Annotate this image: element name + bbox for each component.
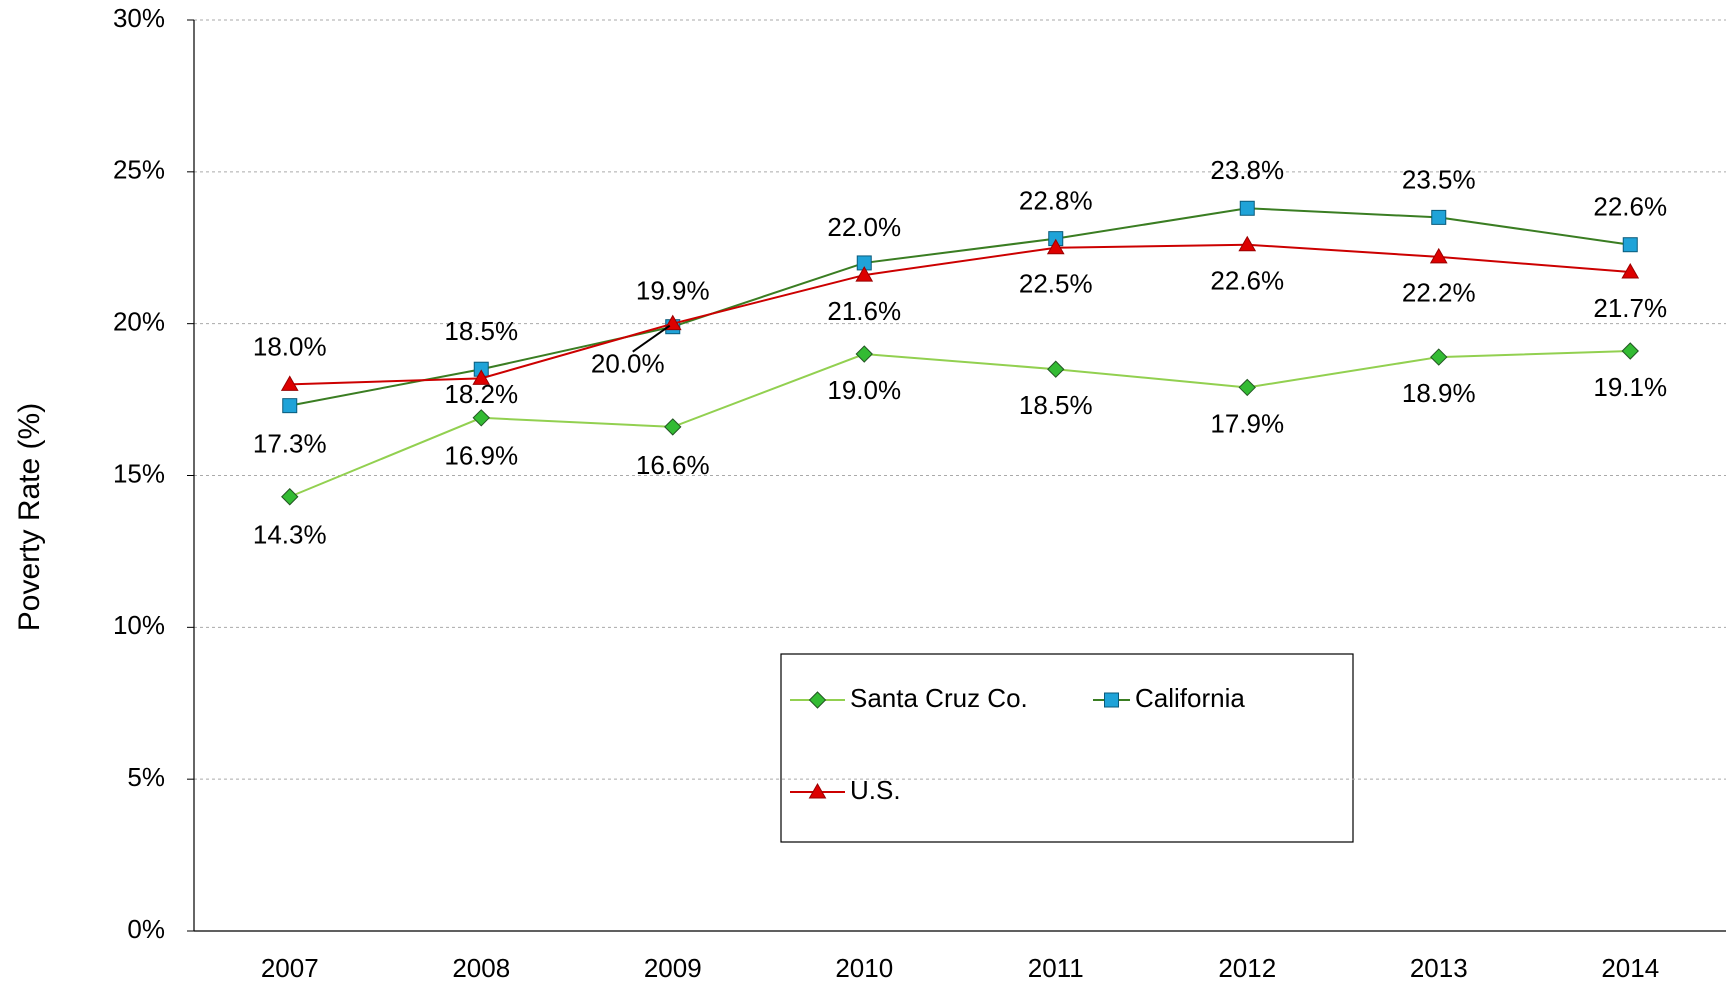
data-label: 14.3% <box>253 520 327 550</box>
data-label: 22.6% <box>1210 266 1284 296</box>
y-axis-title: Poverty Rate (%) <box>13 403 46 631</box>
data-label: 18.0% <box>253 331 327 361</box>
data-label: 16.9% <box>444 441 518 471</box>
data-label: 17.3% <box>253 429 327 459</box>
x-tick-label: 2013 <box>1410 953 1468 983</box>
data-point <box>1238 235 1257 252</box>
y-tick-label: 20% <box>113 307 165 337</box>
y-tick-label: 30% <box>113 3 165 33</box>
data-label: 19.9% <box>636 276 710 306</box>
y-tick-label: 0% <box>127 914 165 944</box>
data-label: 19.0% <box>827 375 901 405</box>
data-label: 16.6% <box>636 450 710 480</box>
series-line <box>289 207 1631 407</box>
data-point <box>281 488 299 506</box>
data-label: 18.9% <box>1402 378 1476 408</box>
data-label: 22.5% <box>1019 269 1093 299</box>
legend-label: California <box>1135 683 1245 713</box>
legend-box <box>780 653 1354 843</box>
data-label: 21.7% <box>1593 293 1667 323</box>
legend-marker <box>808 782 827 799</box>
legend-label: U.S. <box>850 775 901 805</box>
data-label: 22.2% <box>1402 278 1476 308</box>
data-point <box>282 398 298 414</box>
data-label: 22.6% <box>1593 192 1667 222</box>
data-point <box>280 375 299 391</box>
data-point <box>1430 348 1448 366</box>
legend-marker <box>808 691 827 709</box>
data-point <box>1238 378 1256 397</box>
data-label: 23.8% <box>1210 155 1284 185</box>
data-point <box>1239 200 1255 216</box>
y-tick-label: 25% <box>113 155 165 185</box>
x-tick-label: 2012 <box>1218 953 1276 983</box>
data-point <box>472 409 490 427</box>
data-point <box>472 369 491 385</box>
data-point <box>1622 237 1638 253</box>
data-label: 19.1% <box>1593 372 1667 402</box>
leader-line <box>632 324 671 353</box>
data-label: 18.5% <box>1019 390 1093 420</box>
y-tick-label: 15% <box>113 458 165 488</box>
x-tick-label: 2009 <box>644 953 702 983</box>
data-point <box>664 418 682 436</box>
data-label: 23.5% <box>1402 164 1476 194</box>
data-point <box>1047 360 1065 378</box>
data-label: 20.0% <box>591 349 665 379</box>
data-point <box>855 266 874 282</box>
data-label: 21.6% <box>827 296 901 326</box>
data-point <box>1429 247 1448 264</box>
y-tick-label: 10% <box>113 610 165 640</box>
data-label: 18.2% <box>444 379 518 409</box>
x-tick-label: 2008 <box>452 953 510 983</box>
data-label: 22.0% <box>827 212 901 242</box>
data-point <box>855 345 873 363</box>
data-point <box>1431 209 1447 225</box>
data-point <box>1621 342 1639 360</box>
data-label: 17.9% <box>1210 408 1284 438</box>
data-label: 22.8% <box>1019 186 1093 216</box>
x-tick-label: 2007 <box>261 953 319 983</box>
y-tick-label: 5% <box>127 762 165 792</box>
x-tick-label: 2011 <box>1028 953 1084 983</box>
data-point <box>1621 263 1640 279</box>
data-label: 18.5% <box>444 316 518 346</box>
data-point <box>1046 238 1065 255</box>
series-line <box>289 243 1631 386</box>
x-tick-label: 2010 <box>835 953 893 983</box>
series-line <box>289 349 1631 498</box>
x-tick-label: 2014 <box>1601 953 1659 983</box>
legend-marker <box>1104 692 1119 708</box>
legend-label: Santa Cruz Co. <box>850 683 1028 713</box>
